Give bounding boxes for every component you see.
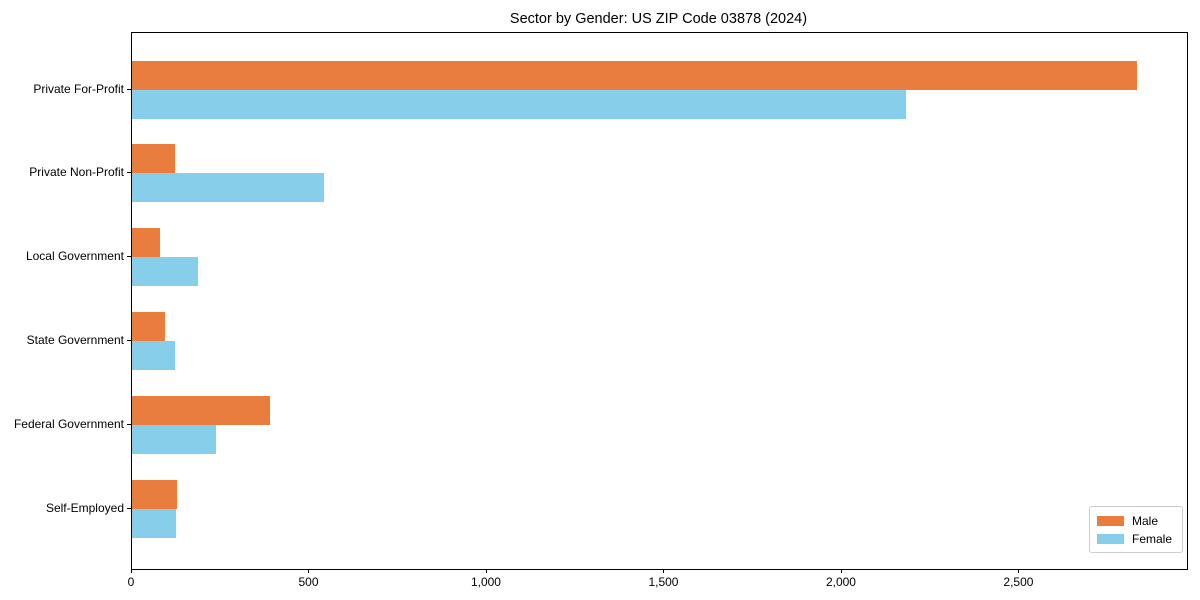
bar-female-federal-government [132, 424, 217, 454]
chart-title: Sector by Gender: US ZIP Code 03878 (202… [509, 11, 808, 27]
ytick-label-self-employed: Self-Employed [45, 500, 124, 515]
ytick-label-private-non-profit: Private Non-Profit [29, 165, 124, 180]
ytick-label-private-for-profit: Private For-Profit [33, 81, 124, 96]
bar-male-private-for-profit [132, 60, 1137, 90]
legend-label-female: Female [1132, 532, 1173, 546]
xtick-mark-1000 [485, 569, 487, 573]
bar-female-private-non-profit [132, 173, 325, 203]
bar-female-private-for-profit [132, 89, 906, 119]
xtick-mark-500 [308, 569, 310, 573]
bar-male-self-employed [132, 479, 178, 509]
ytick-label-local-government: Local Government [25, 249, 124, 264]
ytick-label-federal-government: Federal Government [13, 416, 124, 431]
ytick-label-state-government: State Government [26, 333, 124, 348]
xtick-label-2000: 2,000 [825, 575, 856, 589]
ytick-mark-private-for-profit [127, 88, 131, 90]
ytick-mark-federal-government [127, 423, 131, 425]
bar-male-federal-government [132, 395, 270, 425]
legend-swatch-female [1097, 534, 1124, 544]
legend-item-male: Male [1097, 512, 1175, 530]
xtick-mark-2000 [840, 569, 842, 573]
ytick-mark-private-non-profit [127, 172, 131, 174]
xtick-label-500: 500 [298, 575, 319, 589]
xtick-mark-1500 [663, 569, 665, 573]
bar-female-state-government [132, 341, 176, 371]
ytick-mark-state-government [127, 340, 131, 342]
xtick-mark-0 [131, 569, 132, 573]
bar-male-state-government [132, 312, 165, 342]
xtick-mark-2500 [1018, 569, 1020, 573]
bar-female-local-government [132, 257, 199, 287]
xtick-label-1000: 1,000 [470, 575, 501, 589]
xtick-label-1500: 1,500 [648, 575, 679, 589]
bar-male-local-government [132, 228, 161, 258]
xtick-label-2500: 2,500 [1003, 575, 1034, 589]
ytick-mark-local-government [127, 256, 131, 258]
bar-female-self-employed [132, 508, 176, 538]
plot-area [131, 32, 1188, 570]
legend: Male Female [1089, 506, 1183, 553]
ytick-mark-self-employed [127, 507, 131, 509]
bar-male-private-non-profit [132, 144, 175, 174]
xtick-label-0: 0 [127, 575, 135, 589]
legend-item-female: Female [1097, 530, 1175, 548]
legend-label-male: Male [1132, 514, 1159, 528]
legend-swatch-male [1097, 516, 1124, 526]
